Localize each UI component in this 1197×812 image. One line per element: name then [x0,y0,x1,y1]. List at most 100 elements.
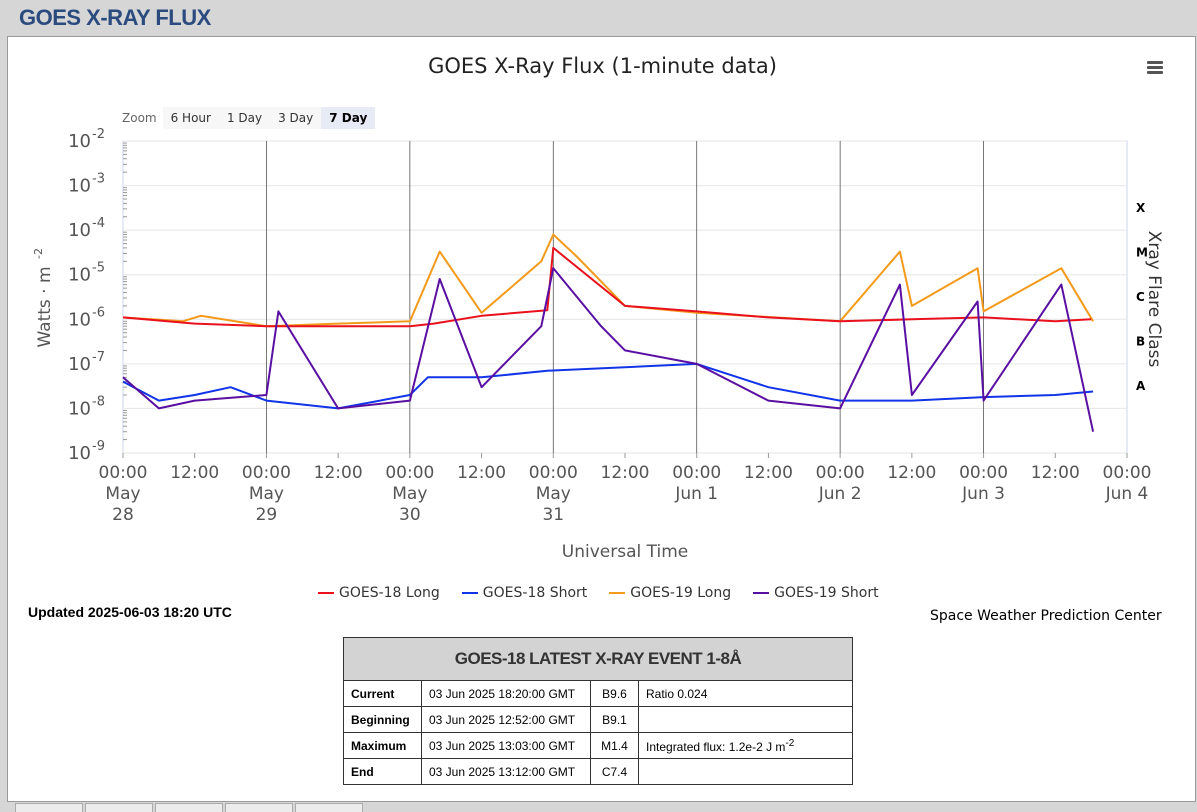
y-tick-exponent: -7 [92,350,105,365]
chart-menu-icon[interactable] [1147,61,1163,75]
x-tick-date: Jun 3 [961,484,1005,504]
legend-swatch [753,592,770,594]
plot-area [122,140,1128,454]
x-tick-time: 12:00 [457,463,506,483]
row-time: 03 Jun 2025 13:03:00 GMT [421,732,591,759]
y-axis-title: Watts · m [35,266,55,347]
legend-label: GOES-19 Short [774,585,879,601]
chart-legend: GOES-18 Long GOES-18 Short GOES-19 Long … [318,585,879,601]
credit-text: Space Weather Prediction Center [930,608,1162,624]
flare-class-label: M [1136,245,1148,259]
bottom-tab[interactable] [15,803,83,812]
x-tick-time: 00:00 [672,463,721,483]
y-tick-label: 10 [68,398,91,419]
page-title: GOES X-RAY FLUX [19,5,211,30]
y-axis-title-exponent: -2 [32,248,45,259]
x-tick-date: May [392,484,427,504]
legend-label: GOES-18 Short [482,585,588,601]
chart-title: GOES X-Ray Flux (1-minute data) [428,54,777,78]
row-class: B9.6 [590,680,639,707]
zoom-7-day-button[interactable]: 7 Day [321,107,376,129]
row-class: M1.4 [590,732,639,759]
legend-item-goes19-short[interactable]: GOES-19 Short [753,585,879,601]
y-tick-label: 10 [68,176,91,197]
zoom-label: Zoom [122,111,157,125]
x-tick-time: 12:00 [887,463,936,483]
row-class: C7.4 [590,758,639,785]
row-extra: Integrated flux: 1.2e-2 J m-2 [638,732,853,759]
table-row: Current 03 Jun 2025 18:20:00 GMT B9.6 Ra… [343,680,853,707]
zoom-3-day-button[interactable]: 3 Day [270,107,322,129]
legend-item-goes18-short[interactable]: GOES-18 Short [461,585,588,601]
y-tick-label: 10 [68,220,91,241]
x-tick-day: 31 [542,505,564,525]
x-tick-day: 28 [112,505,134,525]
table-row: End 03 Jun 2025 13:12:00 GMT C7.4 [343,758,853,785]
row-time: 03 Jun 2025 12:52:00 GMT [421,706,591,733]
x-tick-day: 29 [256,505,278,525]
legend-label: GOES-19 Long [630,585,732,601]
x-tick-time: 12:00 [601,463,650,483]
row-label: Maximum [343,732,422,759]
flare-class-label: A [1136,379,1146,393]
y-tick-label: 10 [68,265,91,286]
x-tick-time: 12:00 [170,463,219,483]
x-tick-date: Jun 4 [1105,484,1149,504]
table-row: Maximum 03 Jun 2025 13:03:00 GMT M1.4 In… [343,732,853,759]
y-tick-label: 10 [68,131,91,152]
row-label: Current [343,680,422,707]
integrated-flux-text: Integrated flux: 1.2e-2 J m [646,739,786,754]
y-tick-exponent: -3 [92,172,105,187]
x-tick-time: 12:00 [744,463,793,483]
y-tick-exponent: -2 [92,127,105,142]
chart-panel: GOES X-Ray Flux (1-minute data) Zoom 6 H… [7,36,1196,802]
table-row: Beginning 03 Jun 2025 12:52:00 GMT B9.1 [343,706,853,733]
x-tick-date: Jun 1 [674,484,718,504]
x-tick-date: May [105,484,140,504]
zoom-6-hour-button[interactable]: 6 Hour [162,107,219,129]
x-tick-time: 00:00 [99,463,148,483]
x-tick-time: 00:00 [529,463,578,483]
event-table-title: GOES-18 LATEST X-RAY EVENT 1-8Å [343,637,853,681]
legend-label: GOES-18 Long [339,585,440,601]
flare-class-label: X [1136,201,1146,215]
x-tick-date: May [249,484,284,504]
row-extra: Ratio 0.024 [638,680,853,707]
x-tick-time: 00:00 [1103,463,1152,483]
x-tick-time: 00:00 [242,463,291,483]
y-tick-exponent: -6 [92,305,105,320]
y-tick-label: 10 [68,309,91,330]
flare-class-axis-title: Xray Flare Class [1144,231,1164,368]
legend-swatch [609,592,626,594]
row-class: B9.1 [590,706,639,733]
y-tick-exponent: -4 [92,216,105,231]
flare-class-label: C [1136,290,1145,304]
zoom-1-day-button[interactable]: 1 Day [218,107,271,129]
y-tick-label: 10 [68,443,91,464]
x-tick-time: 12:00 [1031,463,1080,483]
bottom-tab[interactable] [155,803,223,812]
legend-item-goes19-long[interactable]: GOES-19 Long [609,585,731,601]
y-tick-label: 10 [68,354,91,375]
y-tick-exponent: -9 [92,439,105,454]
series-line-goes-18-long [122,246,1092,328]
x-tick-day: 30 [399,505,421,525]
flare-class-label: B [1136,335,1145,349]
bottom-tab[interactable] [85,803,153,812]
row-extra [638,758,853,785]
updated-timestamp: Updated 2025-06-03 18:20 UTC [28,604,232,620]
bottom-tab[interactable] [295,803,363,812]
zoom-selector: Zoom 6 Hour 1 Day 3 Day 7 Day [122,106,376,130]
integrated-flux-exponent: -2 [785,737,795,749]
bottom-tab[interactable] [225,803,293,812]
row-time: 03 Jun 2025 13:12:00 GMT [421,758,591,785]
legend-item-goes18-long[interactable]: GOES-18 Long [318,585,440,601]
row-label: Beginning [343,706,422,733]
series-line-goes-19-short [122,267,1095,432]
x-axis-title: Universal Time [562,542,688,562]
x-tick-time: 00:00 [816,463,865,483]
legend-swatch [461,592,478,594]
y-tick-exponent: -8 [92,394,105,409]
latest-event-table: GOES-18 LATEST X-RAY EVENT 1-8Å Current … [343,637,853,785]
x-tick-time: 00:00 [959,463,1008,483]
